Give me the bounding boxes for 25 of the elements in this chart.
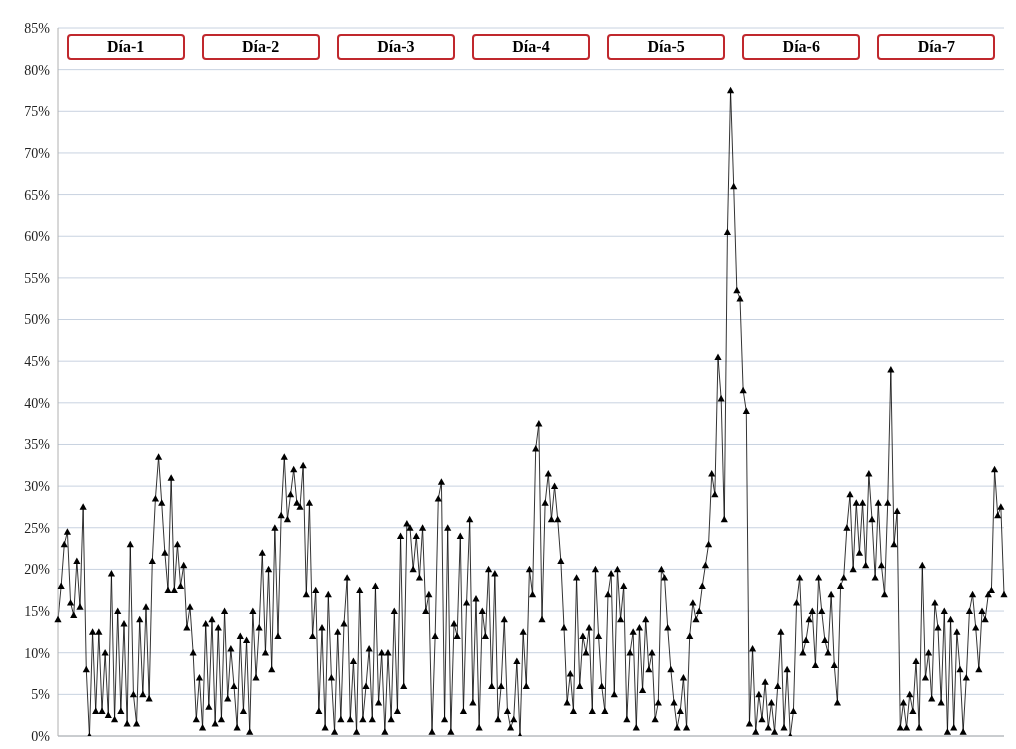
y-tick-label: 60% xyxy=(24,229,51,245)
y-tick-label: 50% xyxy=(24,312,51,328)
annotation: Día-5 xyxy=(647,38,685,55)
y-tick-label: 35% xyxy=(24,437,51,453)
y-tick-label: 45% xyxy=(24,354,51,370)
y-tick-label: 80% xyxy=(24,62,51,78)
y-tick-label: 70% xyxy=(24,145,51,161)
annotation: Día-3 xyxy=(377,38,415,55)
y-tick-label: 30% xyxy=(24,479,51,495)
annotation: Día-2 xyxy=(242,38,280,55)
y-tick-label: 65% xyxy=(24,187,51,203)
y-tick-label: 75% xyxy=(24,104,51,120)
y-tick-label: 20% xyxy=(24,562,51,578)
y-tick-label: 5% xyxy=(31,687,51,703)
y-tick-label: 10% xyxy=(24,645,51,661)
y-tick-label: 55% xyxy=(24,270,51,286)
annotation: Día-6 xyxy=(782,38,820,55)
y-tick-label: 15% xyxy=(24,604,51,620)
y-tick-label: 40% xyxy=(24,395,51,411)
annotation: Día-4 xyxy=(512,38,550,55)
annotation: Día-1 xyxy=(106,38,145,55)
y-tick-label: 85% xyxy=(24,20,51,36)
annotation: Día-7 xyxy=(917,38,956,55)
y-tick-label: 0% xyxy=(31,728,51,744)
y-tick-label: 25% xyxy=(24,520,51,536)
